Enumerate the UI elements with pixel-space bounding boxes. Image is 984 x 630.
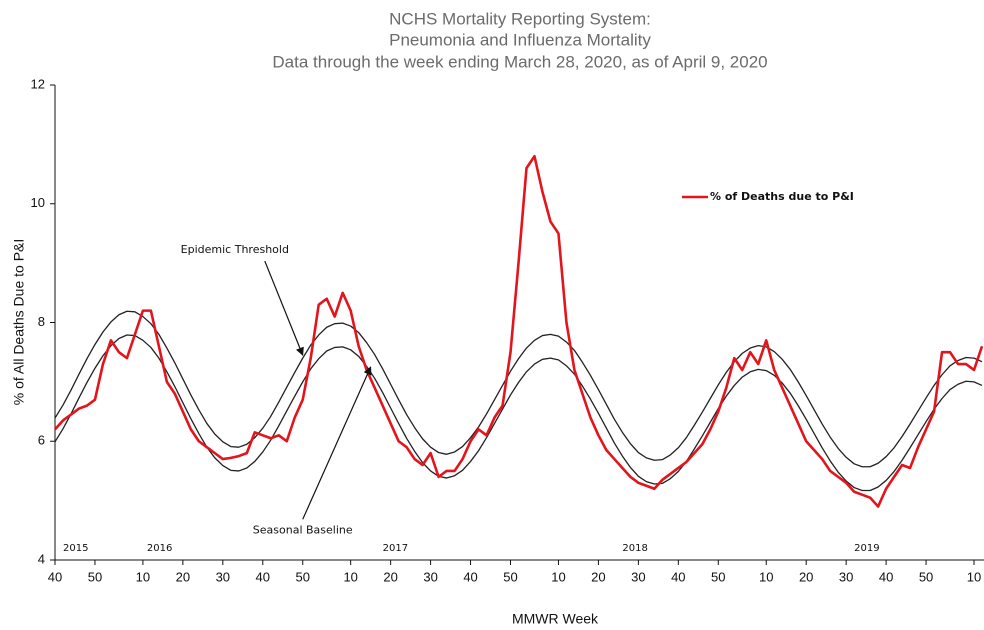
chart-title: Pneumonia and Influenza Mortality — [389, 30, 651, 49]
annotation-arrow — [264, 260, 304, 356]
x-tick-label: 20 — [799, 569, 813, 584]
x-tick-label: 40 — [463, 569, 477, 584]
y-axis-label: % of All Deaths Due to P&I — [11, 239, 27, 406]
x-tick-label: 10 — [136, 569, 150, 584]
chart-title: NCHS Mortality Reporting System: — [389, 9, 651, 28]
year-label: 2018 — [622, 543, 647, 554]
y-tick-label: 4 — [38, 551, 45, 566]
annotation-arrow — [302, 366, 372, 520]
y-tick-label: 10 — [31, 195, 45, 210]
x-tick-label: 20 — [176, 569, 190, 584]
y-tick-label: 12 — [31, 76, 45, 91]
x-tick-label: 10 — [759, 569, 773, 584]
x-tick-label: 50 — [295, 569, 309, 584]
x-tick-label: 30 — [423, 569, 437, 584]
y-tick-label: 6 — [38, 433, 45, 448]
annotation: Epidemic Threshold — [181, 243, 289, 256]
x-tick-label: 30 — [839, 569, 853, 584]
legend-label: % of Deaths due to P&I — [710, 190, 854, 203]
x-tick-label: 40 — [671, 569, 685, 584]
x-tick-label: 50 — [88, 569, 102, 584]
series-line — [54, 154, 984, 508]
x-tick-label: 20 — [591, 569, 605, 584]
year-label: 2015 — [63, 543, 88, 554]
x-tick-label: 20 — [383, 569, 397, 584]
x-tick-label: 10 — [343, 569, 357, 584]
x-tick-label: 50 — [503, 569, 517, 584]
x-tick-label: 30 — [216, 569, 230, 584]
x-tick-label: 40 — [879, 569, 893, 584]
x-axis-label: MMWR Week — [512, 611, 599, 627]
x-tick-label: 50 — [919, 569, 933, 584]
y-tick-label: 8 — [38, 314, 45, 329]
year-label: 2017 — [383, 543, 408, 554]
x-tick-label: 40 — [48, 569, 62, 584]
x-tick-label: 50 — [711, 569, 725, 584]
series-line — [54, 310, 983, 468]
x-tick-label: 10 — [967, 569, 981, 584]
x-tick-label: 30 — [631, 569, 645, 584]
chart-title: Data through the week ending March 28, 2… — [272, 52, 767, 71]
x-tick-label: 10 — [551, 569, 565, 584]
year-label: 2019 — [854, 543, 879, 554]
x-tick-label: 40 — [256, 569, 270, 584]
year-label: 2016 — [147, 543, 172, 554]
annotation: Seasonal Baseline — [253, 523, 353, 536]
plot-area — [54, 154, 984, 508]
